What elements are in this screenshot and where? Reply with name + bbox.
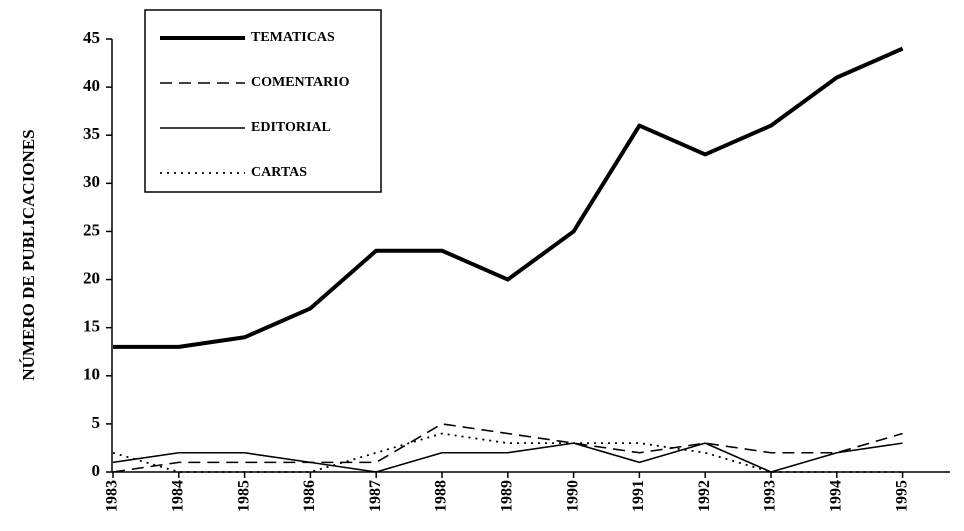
y-axis-label: NÚMERO DE PUBLICACIONES (19, 129, 38, 380)
x-tick-label: 1992 (696, 480, 713, 512)
legend-label: EDITORIAL (251, 120, 331, 135)
legend-label: COMENTARIO (251, 75, 350, 90)
x-tick-label: 1990 (564, 480, 581, 512)
y-tick-label: 35 (83, 124, 100, 143)
y-tick-label: 0 (92, 461, 101, 480)
x-tick-label: 1991 (630, 480, 647, 512)
legend-box (144, 9, 382, 193)
x-tick-label: 1989 (498, 480, 515, 512)
y-tick-label: 45 (83, 28, 100, 47)
x-tick-label: 1993 (762, 480, 779, 512)
y-tick-label: 25 (83, 220, 100, 239)
x-tick-label: 1988 (433, 480, 450, 512)
y-tick-label: 5 (92, 413, 101, 432)
x-tick-label: 1984 (169, 480, 186, 512)
series-line (112, 423, 903, 473)
y-tick-label: 30 (83, 172, 100, 191)
x-tick-label: 1986 (301, 480, 318, 512)
y-tick-label: 40 (83, 76, 100, 95)
series-line (112, 432, 903, 473)
x-tick-label: 1994 (827, 480, 844, 512)
x-tick-label: 1995 (893, 480, 910, 512)
x-tick-label: 1983 (104, 480, 121, 512)
y-tick-label: 20 (83, 268, 100, 287)
legend-label: TEMATICAS (251, 30, 335, 45)
y-tick-label: 15 (83, 317, 100, 336)
x-tick-label: 1985 (235, 480, 252, 512)
series-line (113, 46, 904, 349)
x-tick-label: 1987 (367, 480, 384, 512)
series-line (112, 442, 903, 473)
y-tick-label: 10 (83, 365, 100, 384)
legend-label: CARTAS (251, 165, 307, 180)
